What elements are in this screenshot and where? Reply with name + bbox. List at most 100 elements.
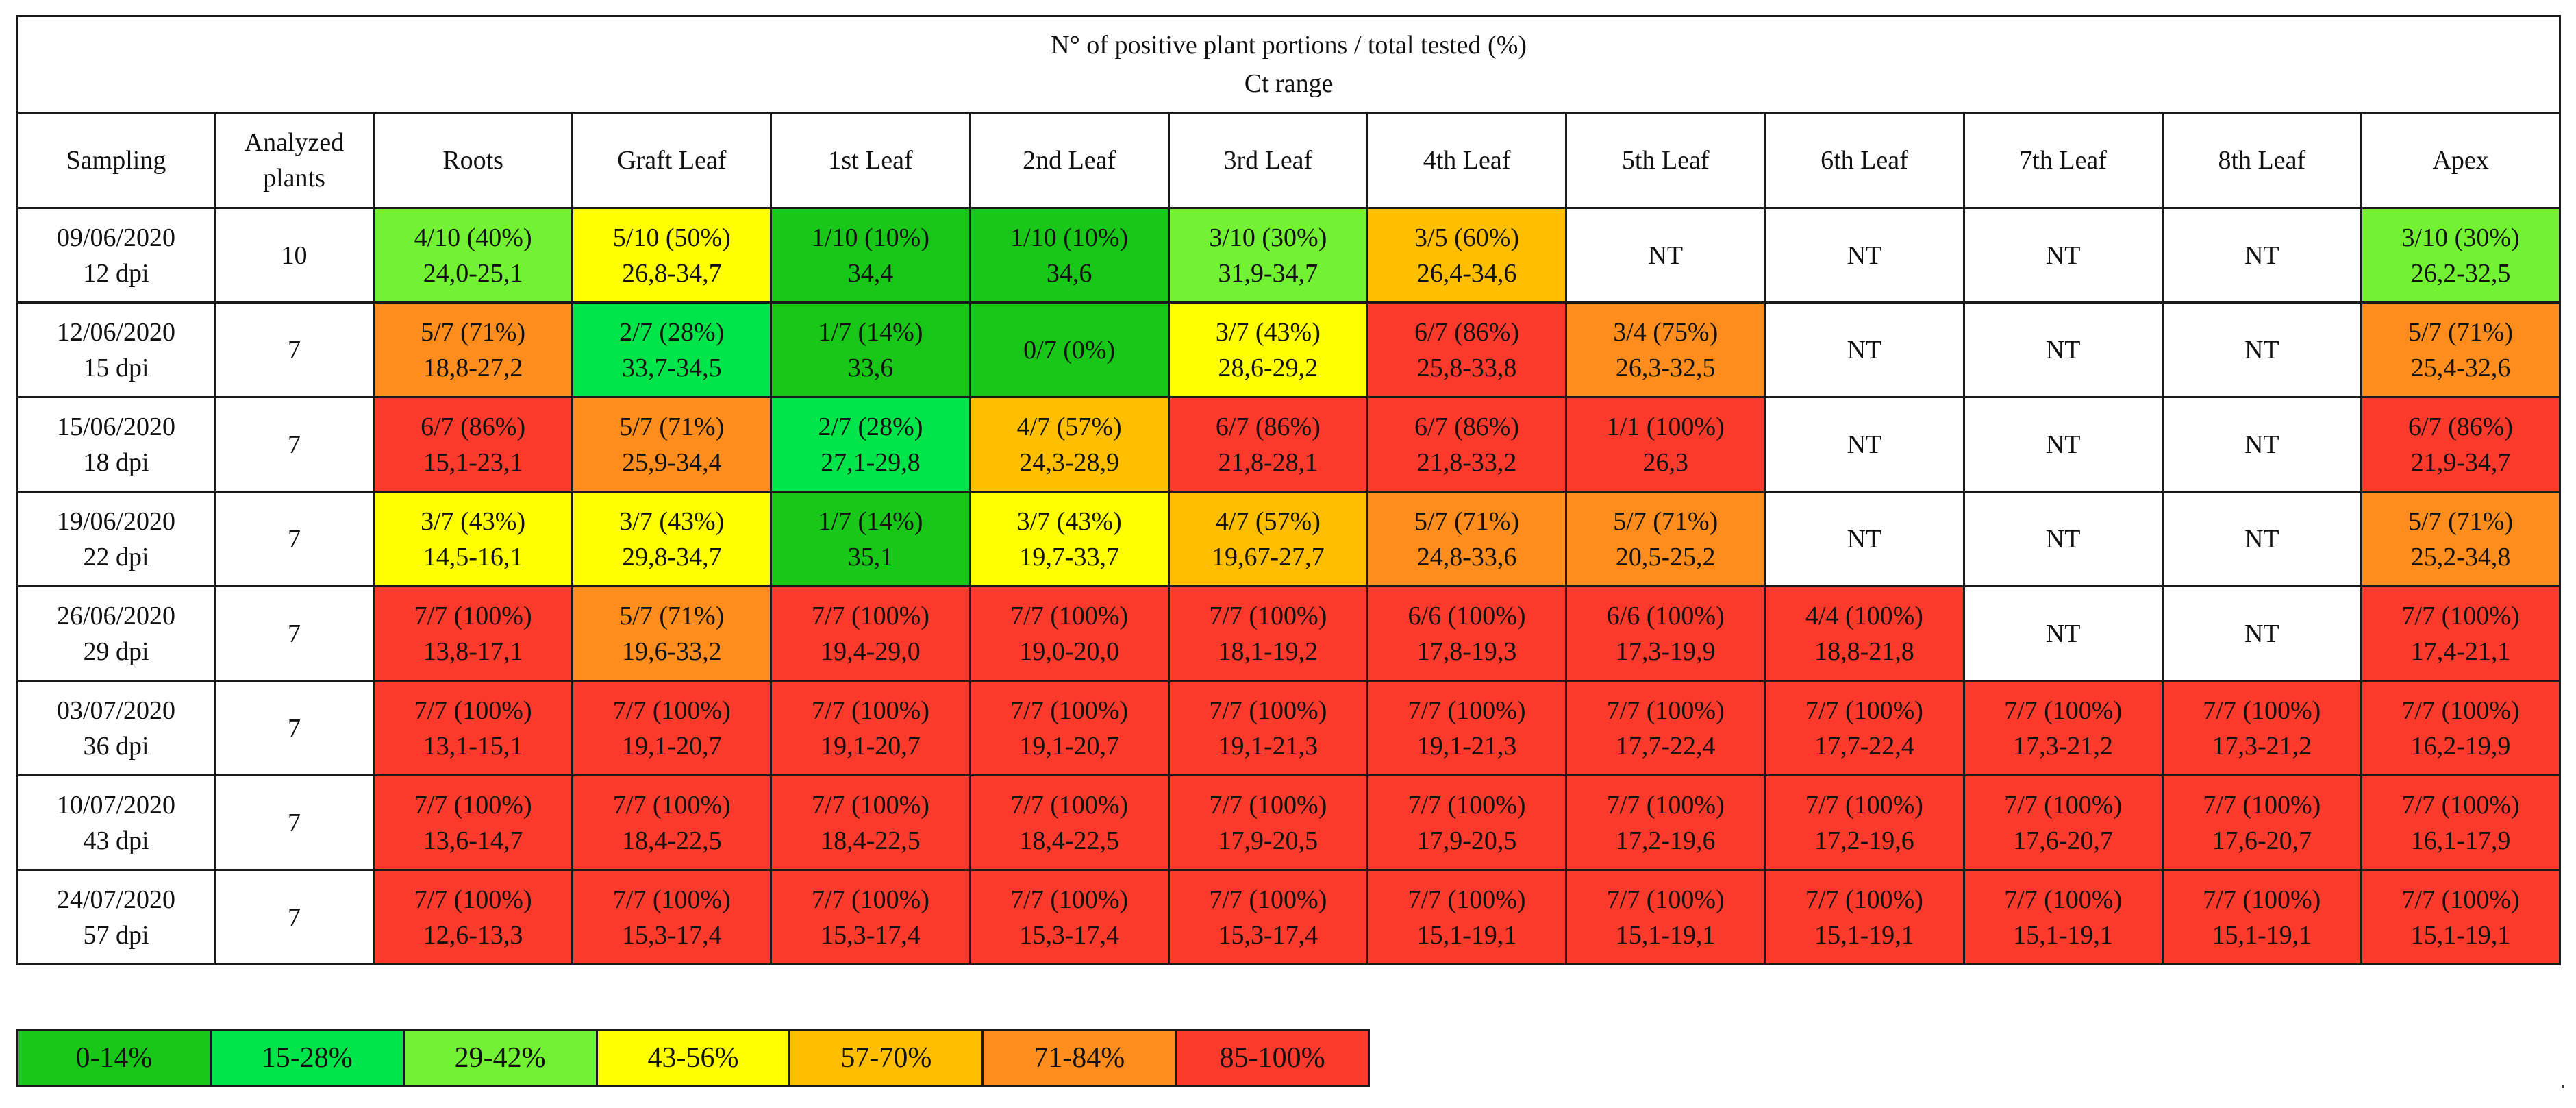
result-cell: 7/7 (100%) 17,6-20,7 xyxy=(1962,774,2164,871)
positive-fraction: 6/7 (86%) xyxy=(1414,412,1520,441)
header-8th-leaf: 8th Leaf xyxy=(2161,112,2362,209)
positive-fraction: 5/7 (71%) xyxy=(2408,317,2514,347)
ct-range: 19,4-29,0 xyxy=(821,637,921,666)
table-row: 12/06/2020 15 dpi 7 5/7 (71%) 18,8-27,2 2/7 (… xyxy=(16,301,2562,398)
ct-range: 24,8-33,6 xyxy=(1416,542,1517,571)
ct-range: 17,2-19,6 xyxy=(1814,826,1914,855)
result-cell: 7/7 (100%) 15,1-19,1 xyxy=(1764,869,1965,965)
result-cell: 3/7 (43%) 29,8-34,7 xyxy=(571,491,773,587)
positive-fraction: 7/7 (100%) xyxy=(1606,790,1725,820)
table-row: 15/06/2020 18 dpi 7 6/7 (86%) 15,1-23,1 5/7 (… xyxy=(16,396,2562,493)
positive-fraction: 3/10 (30%) xyxy=(2401,223,2520,252)
result-cell: 7/7 (100%) 17,6-20,7 xyxy=(2161,774,2362,871)
sampling-date: 19/06/2020 xyxy=(56,506,176,536)
positive-fraction: NT xyxy=(2045,335,2081,365)
result-cell: 7/7 (100%) 19,1-20,7 xyxy=(571,680,773,776)
sampling-cell: 12/06/2020 15 dpi xyxy=(16,301,216,398)
sampling-cell: 10/07/2020 43 dpi xyxy=(16,774,216,871)
ct-range: 17,7-22,4 xyxy=(1615,731,1716,761)
positive-fraction: 7/7 (100%) xyxy=(1209,790,1327,820)
result-cell: 7/7 (100%) 19,1-20,7 xyxy=(968,680,1170,776)
positive-fraction: 5/7 (71%) xyxy=(619,601,725,630)
legend-swatch: 29-42% xyxy=(404,1031,598,1085)
result-cell: 7/7 (100%) 17,4-21,1 xyxy=(2360,585,2562,682)
positive-fraction: 7/7 (100%) xyxy=(2401,601,2520,630)
legend-swatch: 57-70% xyxy=(790,1031,984,1085)
result-cell: 4/7 (57%) 24,3-28,9 xyxy=(968,396,1170,493)
ct-range: 15,1-19,1 xyxy=(2212,920,2312,950)
positive-fraction: NT xyxy=(1847,524,1882,554)
positive-fraction: 7/7 (100%) xyxy=(1805,790,1923,820)
positive-fraction: 4/4 (100%) xyxy=(1805,601,1923,630)
result-cell: 5/7 (71%) 25,2-34,8 xyxy=(2360,491,2562,587)
result-cell: 7/7 (100%) 12,6-13,3 xyxy=(372,869,574,965)
ct-range: 21,8-33,2 xyxy=(1416,447,1517,477)
result-cell: 7/7 (100%) 18,4-22,5 xyxy=(571,774,773,871)
result-cell: 6/7 (86%) 15,1-23,1 xyxy=(372,396,574,493)
ct-range: 29,8-34,7 xyxy=(621,542,722,571)
header-analyzed-plants: Analyzed plants xyxy=(214,112,375,209)
result-cell: 7/7 (100%) 16,2-19,9 xyxy=(2360,680,2562,776)
positive-fraction: 7/7 (100%) xyxy=(1606,885,1725,914)
ct-range: 27,1-29,8 xyxy=(821,447,921,477)
positive-fraction: 0/7 (0%) xyxy=(1023,335,1116,365)
result-cell: 7/7 (100%) 18,4-22,5 xyxy=(968,774,1170,871)
ct-range: 16,2-19,9 xyxy=(2410,731,2511,761)
sampling-cell: 15/06/2020 18 dpi xyxy=(16,396,216,493)
result-cell: 7/7 (100%) 15,3-17,4 xyxy=(968,869,1170,965)
result-cell: 7/7 (100%) 19,1-21,3 xyxy=(1167,680,1368,776)
ct-range: 15,3-17,4 xyxy=(1218,920,1318,950)
result-cell: 5/10 (50%) 26,8-34,7 xyxy=(571,207,773,304)
result-cell: 6/7 (86%) 21,8-28,1 xyxy=(1167,396,1368,493)
table-row: 19/06/2020 22 dpi 7 3/7 (43%) 14,5-16,1 3/7 (… xyxy=(16,491,2562,587)
result-cell: NT xyxy=(1764,301,1965,398)
result-cell: NT xyxy=(1565,207,1766,304)
positive-fraction: 3/10 (30%) xyxy=(1209,223,1327,252)
ct-range: 19,6-33,2 xyxy=(621,637,722,666)
analyzed-plants-cell: 10 xyxy=(214,207,375,304)
color-legend: 0-14% 15-28% 29-42% 43-56% 57-70% 71-84% 85-10… xyxy=(16,1029,1370,1087)
result-cell: 5/7 (71%) 18,8-27,2 xyxy=(372,301,574,398)
positive-fraction: 3/7 (43%) xyxy=(619,506,725,536)
table-caption-row: N° of positive plant portions / total te… xyxy=(16,15,2562,114)
header-roots: Roots xyxy=(372,112,574,209)
table-caption: N° of positive plant portions / total te… xyxy=(16,15,2562,114)
header-analyzed-line-2: plants xyxy=(263,164,325,193)
positive-fraction: 5/7 (71%) xyxy=(1613,506,1718,536)
sampling-date: 12/06/2020 xyxy=(56,317,176,347)
positive-fraction: 7/7 (100%) xyxy=(811,601,929,630)
positive-fraction: NT xyxy=(2244,430,2279,459)
positive-fraction: NT xyxy=(1847,335,1882,365)
result-cell: 4/4 (100%) 18,8-21,8 xyxy=(1764,585,1965,682)
positive-fraction: 1/7 (14%) xyxy=(818,506,923,536)
sampling-dpi: 22 dpi xyxy=(83,542,149,571)
ct-range: 13,6-14,7 xyxy=(423,826,523,855)
legend-swatch: 43-56% xyxy=(597,1031,791,1085)
positive-fraction: 7/7 (100%) xyxy=(811,695,929,725)
positive-fraction: 6/6 (100%) xyxy=(1408,601,1526,630)
ct-range: 15,1-19,1 xyxy=(2410,920,2511,950)
positive-fraction: 6/7 (86%) xyxy=(1414,317,1520,347)
positive-fraction: 7/7 (100%) xyxy=(414,790,532,820)
ct-range: 17,8-19,3 xyxy=(1416,637,1517,666)
result-cell: NT xyxy=(1962,301,2164,398)
ct-range: 19,1-21,3 xyxy=(1416,731,1517,761)
result-cell: 2/7 (28%) 27,1-29,8 xyxy=(770,396,971,493)
result-cell: 7/7 (100%) 17,9-20,5 xyxy=(1366,774,1568,871)
result-cell: 7/7 (100%) 13,6-14,7 xyxy=(372,774,574,871)
positive-fraction: 7/7 (100%) xyxy=(612,790,731,820)
positive-fraction: 7/7 (100%) xyxy=(414,885,532,914)
positive-fraction: 7/7 (100%) xyxy=(414,601,532,630)
results-table: N° of positive plant portions / total te… xyxy=(16,15,2562,965)
result-cell: 3/10 (30%) 31,9-34,7 xyxy=(1167,207,1368,304)
result-cell: 7/7 (100%) 13,1-15,1 xyxy=(372,680,574,776)
positive-fraction: 7/7 (100%) xyxy=(2004,885,2123,914)
caption-line-2: Ct range xyxy=(1244,69,1334,98)
result-cell: 3/7 (43%) 19,7-33,7 xyxy=(968,491,1170,587)
ct-range: 15,3-17,4 xyxy=(821,920,921,950)
positive-fraction: 6/7 (86%) xyxy=(421,412,526,441)
ct-range: 13,1-15,1 xyxy=(423,731,523,761)
ct-range: 24,3-28,9 xyxy=(1019,447,1119,477)
ct-range: 25,8-33,8 xyxy=(1416,353,1517,382)
header-4th-leaf: 4th Leaf xyxy=(1366,112,1568,209)
